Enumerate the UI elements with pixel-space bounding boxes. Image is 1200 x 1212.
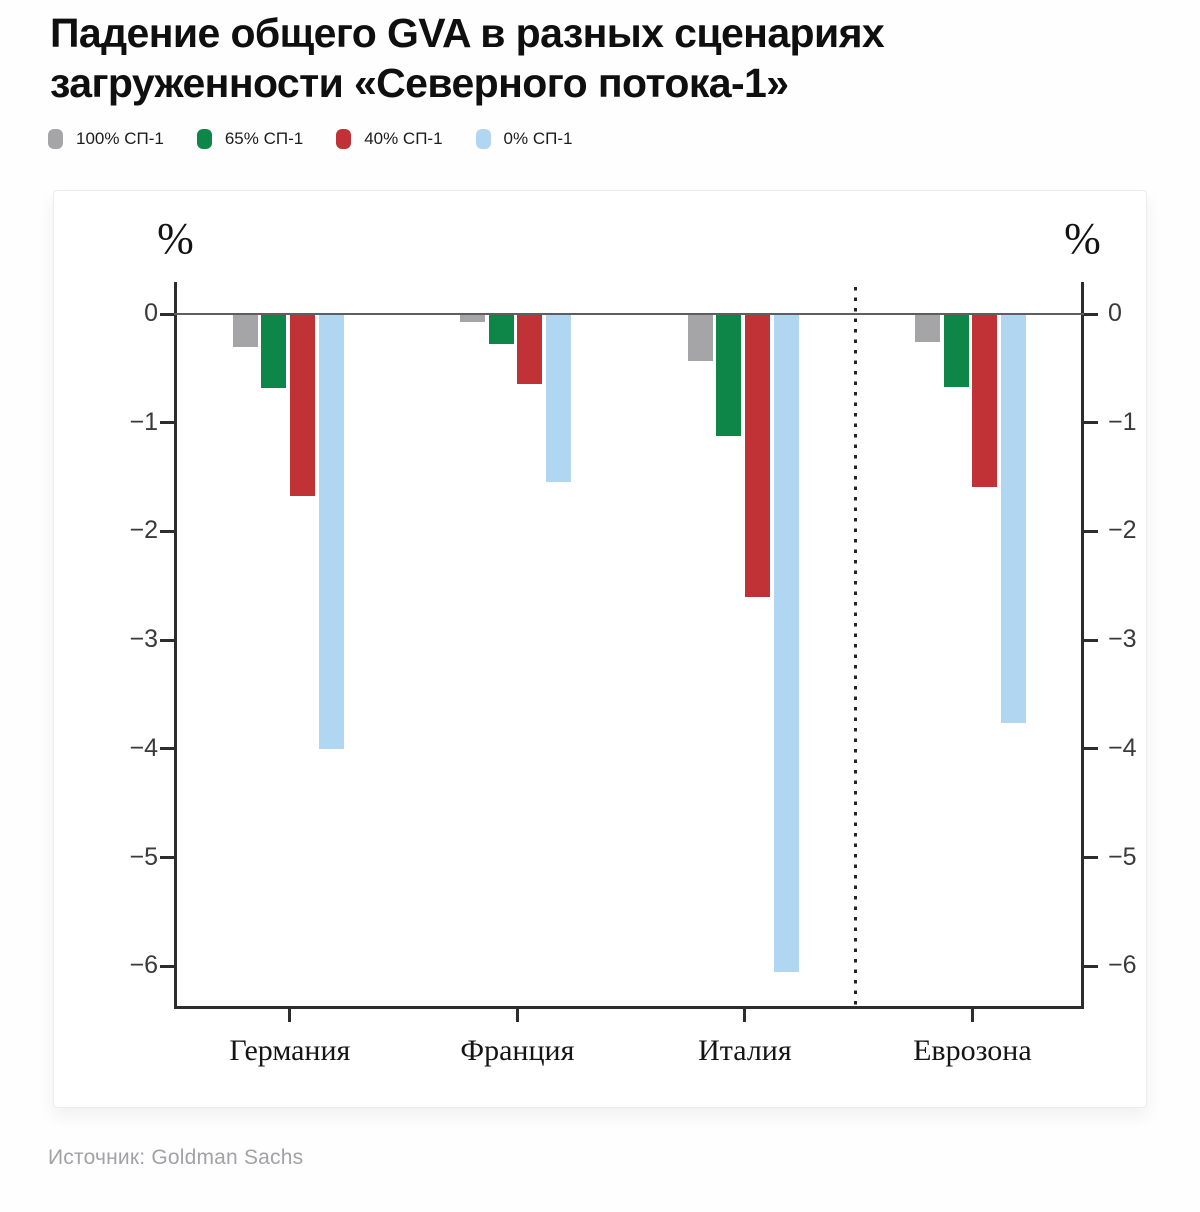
y-axis-tick: [1084, 312, 1098, 316]
y-axis-tick-label: −1: [1108, 407, 1137, 436]
legend-swatch-icon: [475, 129, 491, 149]
y-axis-tick-label: −4: [1108, 733, 1137, 762]
legend-item: 100% СП-1: [48, 129, 164, 149]
legend-label: 65% СП-1: [224, 129, 304, 148]
bar-4-2: [943, 314, 969, 387]
x-axis-tick: [970, 1009, 974, 1022]
y-axis-tick: [1084, 747, 1098, 751]
y-axis-tick: [1084, 421, 1098, 425]
bar-3-3: [744, 314, 770, 597]
x-axis-label: Германия: [229, 1034, 351, 1067]
y-axis-tick-label: −6: [129, 951, 158, 980]
right-axis: [1081, 282, 1084, 1009]
x-axis-tick: [743, 1009, 747, 1022]
legend-label: 100% СП-1: [76, 129, 164, 148]
y-axis-tick: [160, 964, 174, 968]
bar-2-3: [517, 314, 543, 384]
y-axis-tick: [1084, 638, 1098, 642]
y-axis-tick-label: −3: [1108, 625, 1137, 654]
y-axis-tick-label: −4: [129, 733, 158, 762]
y-axis-tick-label: −5: [1108, 842, 1137, 871]
bar-2-2: [488, 314, 514, 345]
bottom-axis: [174, 1006, 1084, 1009]
y-axis-tick: [1084, 964, 1098, 968]
legend-item: 40% СП-1: [336, 129, 443, 149]
bar-1-4: [318, 314, 344, 749]
y-axis-tick-label: −1: [129, 407, 158, 436]
legend-item: 0% СП-1: [475, 129, 573, 149]
divider-dotted-line: [854, 287, 857, 1006]
chart-card: %% 0 0 −1 −1 −2 −2 −3 −3 −4 −4 −5 −5 −6 −6 Германия Фран…: [53, 190, 1147, 1108]
bar-1-3: [289, 314, 315, 496]
legend-swatch-icon: [196, 129, 212, 149]
legend-item: 65% СП-1: [196, 129, 304, 149]
y-axis-tick-label: 0: [1108, 299, 1122, 327]
bar-3-1: [687, 314, 713, 361]
bar-2-4: [546, 314, 571, 483]
bar-1-1: [232, 314, 258, 347]
bar-4-1: [915, 314, 941, 343]
source-note: Источник: Goldman Sachs: [48, 1146, 304, 1169]
y-axis-tick-label: −6: [1108, 951, 1137, 980]
bar-3-4: [773, 314, 799, 972]
y-axis-tick: [160, 529, 174, 533]
y-axis-tick-label: −5: [129, 842, 158, 871]
y-axis-tick: [160, 638, 174, 642]
legend-label: 0% СП-1: [503, 129, 573, 148]
y-axis-tick: [1084, 856, 1098, 859]
bar-4-3: [972, 314, 998, 487]
y-axis-tick-label: −2: [129, 516, 158, 545]
legend-swatch-icon: [48, 129, 63, 149]
y-axis-tick: [160, 312, 174, 316]
bar-4-4: [1001, 314, 1026, 723]
y-axis-tick-label: −3: [129, 625, 158, 654]
x-axis-label: Еврозона: [913, 1034, 1032, 1067]
legend-label: 40% СП-1: [364, 129, 443, 148]
y-axis-unit-left: %: [157, 214, 194, 263]
y-axis-tick: [1084, 529, 1098, 533]
legend: 100% СП-1 65% СП-1 40% СП-1 0% СП-1: [48, 127, 572, 151]
x-axis-tick: [515, 1009, 519, 1022]
bar-2-1: [460, 314, 486, 322]
y-axis-tick: [160, 856, 174, 859]
bar-1-2: [261, 314, 287, 388]
x-axis-tick: [288, 1009, 292, 1022]
y-axis-tick: [160, 421, 174, 425]
x-axis-label: Италия: [698, 1034, 792, 1067]
left-axis: [174, 282, 177, 1009]
bar-3-2: [716, 314, 742, 436]
y-axis-tick-label: 0: [144, 299, 158, 327]
zero-line: [174, 313, 1084, 315]
legend-swatch-icon: [336, 129, 352, 149]
x-axis-label: Франция: [460, 1034, 575, 1067]
y-axis-tick: [160, 747, 174, 751]
y-axis-tick-label: −2: [1108, 516, 1137, 545]
chart-title: Падение общего GVA в разных сценариях за…: [50, 10, 885, 106]
y-axis-unit-right: %: [1064, 214, 1101, 263]
